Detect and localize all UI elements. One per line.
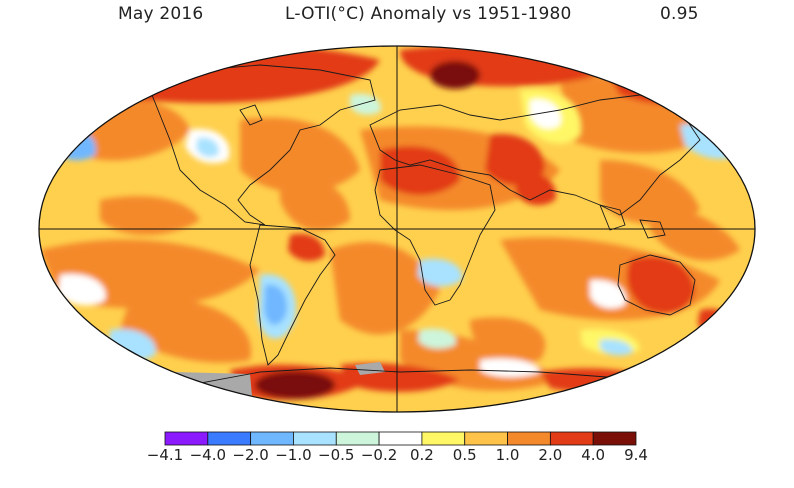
legend-swatch <box>335 431 380 446</box>
legend-swatch <box>421 431 466 446</box>
temperature-anomaly-map <box>38 45 756 413</box>
legend-swatch <box>250 431 294 446</box>
global-mean-anomaly: 0.95 <box>660 4 699 24</box>
legend-swatch <box>207 431 252 446</box>
legend-tick-label: −0.5 <box>318 446 355 464</box>
map-title: L-OTI(°C) Anomaly vs 1951-1980 <box>285 4 572 24</box>
legend-swatch <box>549 431 594 446</box>
legend-tick-label: −4.0 <box>189 446 227 464</box>
legend-swatch <box>464 431 508 446</box>
legend-swatch <box>293 431 337 446</box>
legend-tick-label: 4.0 <box>581 446 606 464</box>
legend-tick-label: 9.4 <box>624 446 648 464</box>
legend-tick-label: 2.0 <box>538 446 563 464</box>
legend-tick-label: −1.0 <box>275 446 312 464</box>
map-date: May 2016 <box>118 4 204 24</box>
legend-swatch <box>507 431 551 446</box>
legend-tick-label: 1.0 <box>495 446 520 464</box>
legend-tick-label: 0.2 <box>409 446 434 464</box>
legend-swatch <box>164 431 209 446</box>
legend-tick-label: −0.2 <box>360 446 398 464</box>
legend-tick-label: 0.5 <box>452 446 477 464</box>
legend-tick-label: −2.0 <box>232 446 269 464</box>
legend-swatch <box>378 431 423 446</box>
legend-swatch <box>592 431 637 446</box>
legend-tick-label: −4.1 <box>146 446 184 464</box>
